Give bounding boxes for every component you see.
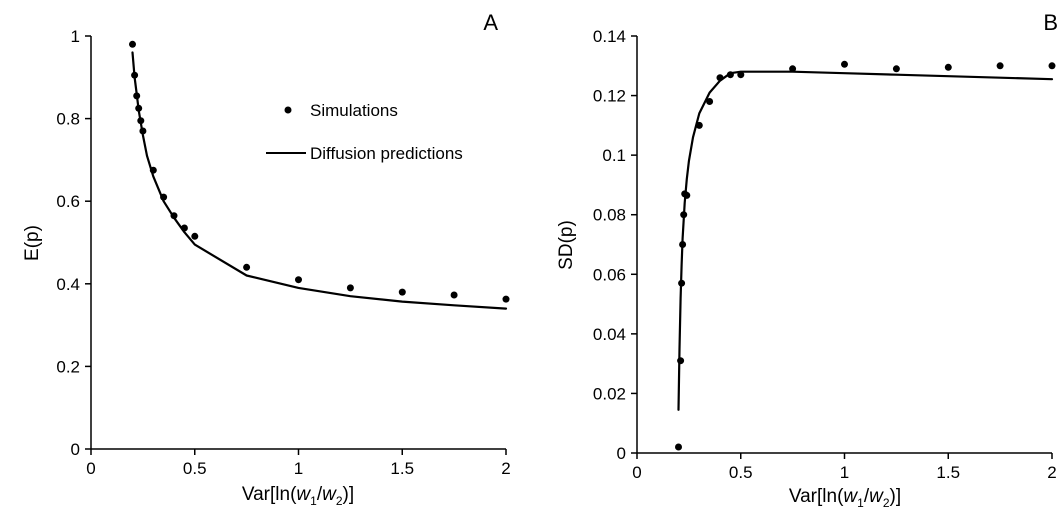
x-tick-label: 1	[294, 459, 303, 478]
panel-b-y-ticks: 0 0.02 0.04 0.06 0.08 0.1 0.12 0.14	[593, 27, 637, 463]
simulation-point	[996, 62, 1004, 70]
panel-a-x-label: Var[ln(w1/w2)]	[242, 484, 354, 508]
y-tick-label: 0.1	[602, 146, 626, 165]
panel-a-y-label: E(p)	[22, 225, 43, 261]
simulation-point	[892, 65, 900, 73]
y-tick-label: 0.2	[56, 357, 80, 376]
panel-a-y-ticks: 0 0.2 0.4 0.6 0.8 1	[56, 27, 91, 459]
simulation-point	[841, 60, 848, 68]
panel-a-x-ticks: 0 0.5 1 1.5 2	[86, 449, 511, 478]
panel-a-letter: A	[483, 10, 498, 35]
diffusion-prediction-line	[677, 70, 1054, 411]
panel-b-x-label: Var[ln(w1/w2)]	[789, 486, 901, 510]
panel-b-letter: B	[1043, 10, 1058, 35]
y-tick-label: 0.08	[593, 206, 626, 225]
y-tick-label: 0.8	[56, 110, 80, 129]
x-tick-label: 2	[501, 459, 510, 478]
simulation-point	[295, 276, 302, 284]
legend-simulations-label: Simulations	[310, 101, 398, 120]
y-tick-label: 0	[71, 440, 80, 459]
y-tick-label: 0.14	[593, 27, 626, 46]
simulation-point	[677, 357, 685, 365]
simulation-point	[675, 443, 682, 451]
panel-a-chart: 0 0.5 1 1.5 2 0 0.2 0.4 0.6 0.8 1 A E(p) Var[ln(w…	[22, 10, 511, 508]
y-tick-label: 0.4	[56, 275, 80, 294]
y-tick-label: 0.6	[56, 192, 80, 211]
x-tick-label: 0	[632, 463, 641, 482]
simulation-point	[706, 98, 714, 105]
simulation-point	[944, 63, 952, 71]
y-tick-label: 0.04	[593, 325, 626, 344]
x-tick-label: 1.5	[936, 463, 960, 482]
legend-diffusion-label: Diffusion predictions	[310, 144, 463, 163]
simulation-point	[789, 65, 797, 73]
panel-b-y-label: SD(p)	[556, 220, 577, 270]
simulation-point	[346, 284, 354, 292]
x-tick-label: 1.5	[390, 459, 414, 478]
x-tick-label: 0	[86, 459, 95, 478]
simulation-point	[243, 263, 251, 271]
x-tick-label: 1	[840, 463, 849, 482]
y-tick-label: 0.02	[593, 384, 626, 403]
panel-b-series	[675, 60, 1056, 451]
legend: Simulations Diffusion predictions	[266, 101, 463, 163]
diffusion-prediction-line	[131, 51, 508, 310]
simulation-point	[502, 295, 510, 303]
simulation-point	[398, 288, 406, 296]
simulation-point	[129, 40, 136, 48]
panel-b-chart: 0 0.5 1 1.5 2 0 0.02 0.04 0.06 0.08 0.1 0.12 0.14 B…	[556, 10, 1058, 510]
simulation-point	[450, 291, 458, 299]
y-tick-label: 0.12	[593, 87, 626, 106]
legend-simulations-marker	[284, 106, 292, 114]
x-tick-label: 0.5	[729, 463, 753, 482]
x-tick-label: 0.5	[183, 459, 207, 478]
y-tick-label: 0.06	[593, 265, 626, 284]
panel-b-x-ticks: 0 0.5 1 1.5 2	[632, 453, 1057, 482]
panel-a-series	[129, 40, 510, 310]
y-tick-label: 0	[617, 444, 626, 463]
simulation-point	[1048, 62, 1056, 70]
x-tick-label: 2	[1047, 463, 1056, 482]
y-tick-label: 1	[71, 27, 80, 46]
simulation-point	[191, 232, 199, 240]
